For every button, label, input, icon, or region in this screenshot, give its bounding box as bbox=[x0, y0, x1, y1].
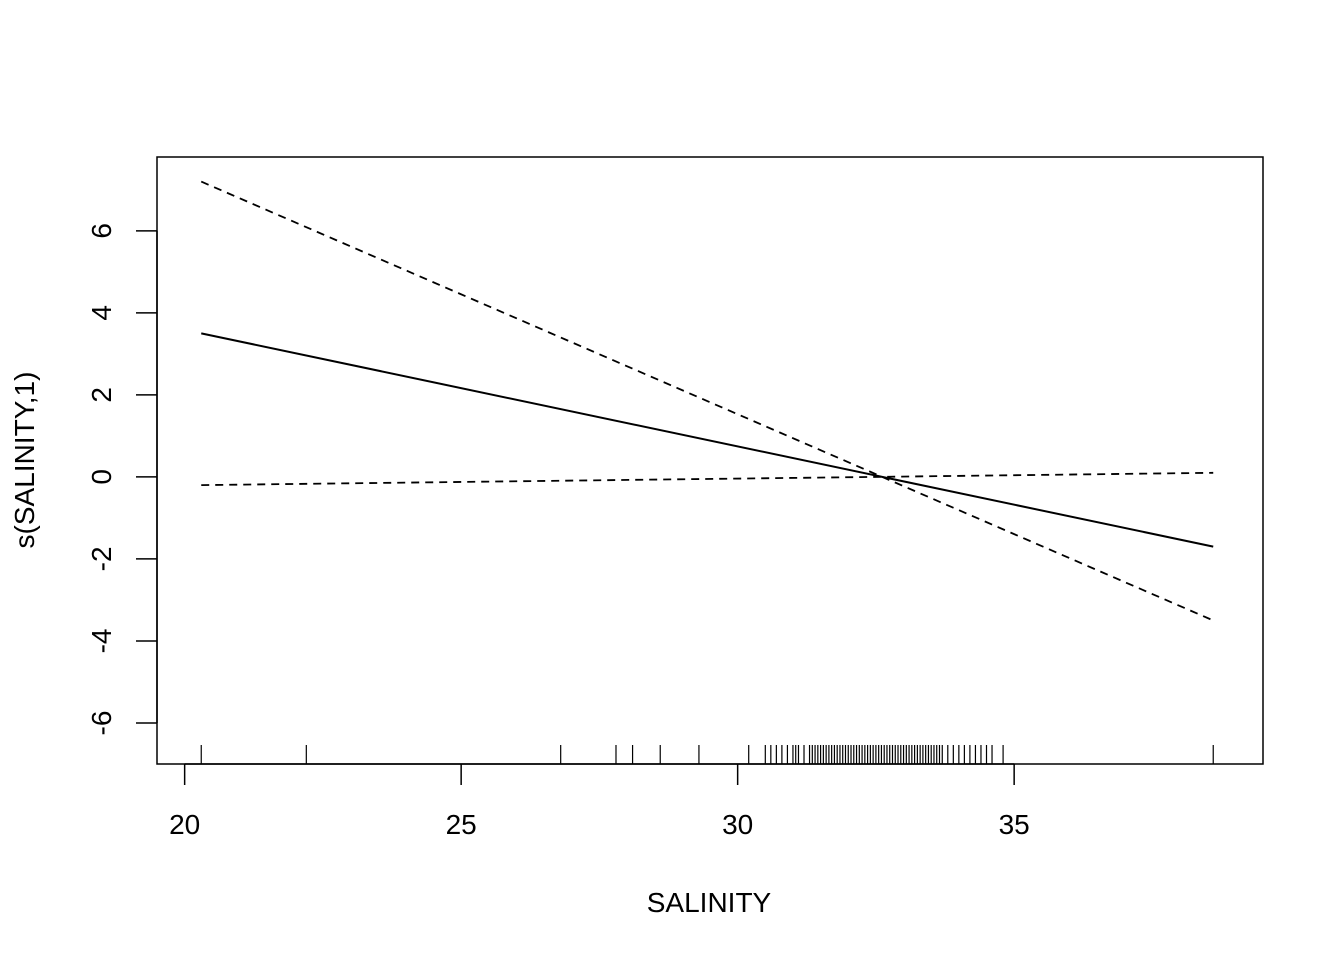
fit-line bbox=[201, 332, 1214, 548]
rug-layer bbox=[200, 745, 1214, 764]
x-tick-label: 30 bbox=[722, 809, 753, 840]
y-tick-label: 0 bbox=[86, 469, 117, 485]
y-axis: 6 4 2 0 -2 -4 -6 bbox=[86, 223, 158, 736]
upper-band-line bbox=[200, 180, 1214, 622]
x-tick-label: 25 bbox=[446, 809, 477, 840]
x-tick-label: 20 bbox=[169, 809, 200, 840]
y-tick-label: -6 bbox=[86, 711, 117, 736]
y-axis-label: s(SALINITY,1) bbox=[9, 372, 40, 549]
x-axis-label: SALINITY bbox=[647, 887, 772, 918]
x-axis: 20 25 30 35 bbox=[169, 763, 1030, 840]
y-tick-label: 4 bbox=[86, 305, 117, 321]
y-tick-label: 2 bbox=[86, 387, 117, 403]
lower-band-line bbox=[201, 471, 1214, 487]
y-tick-label: -4 bbox=[86, 629, 117, 654]
x-tick-label: 35 bbox=[999, 809, 1030, 840]
series-layer bbox=[200, 180, 1214, 622]
y-tick-label: -2 bbox=[86, 546, 117, 571]
y-tick-label: 6 bbox=[86, 223, 117, 239]
plot-frame bbox=[156, 156, 1264, 765]
